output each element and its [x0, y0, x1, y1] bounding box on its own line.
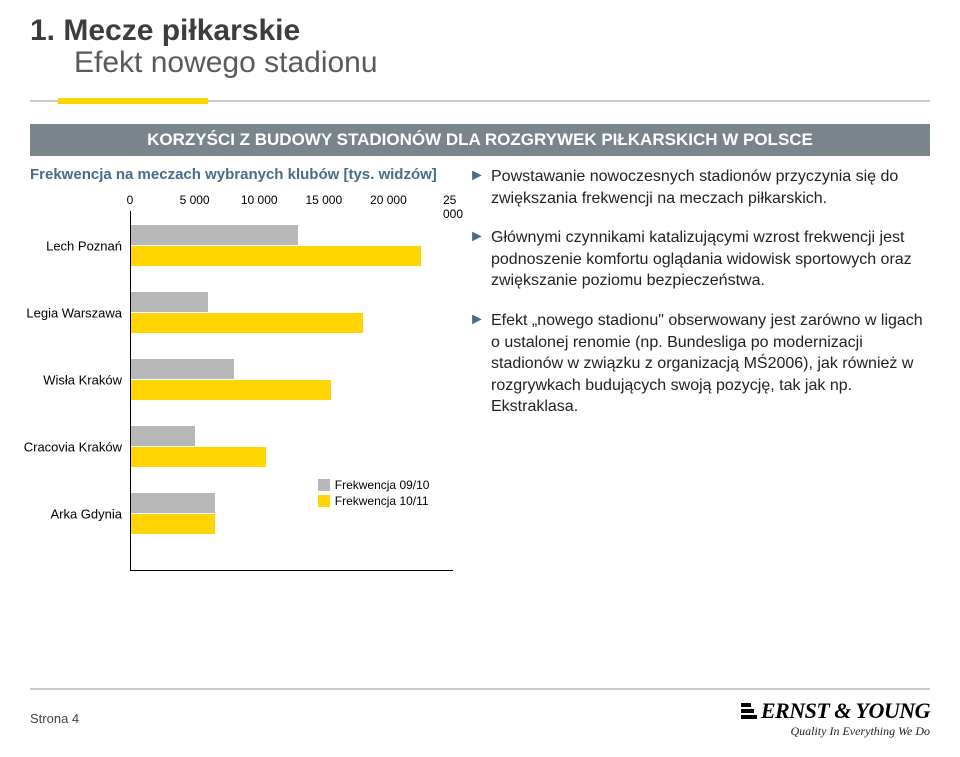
bar	[131, 426, 195, 446]
bullets-panel: ►Powstawanie nowoczesnych stadionów przy…	[453, 166, 930, 571]
brand-tagline: Quality In Everything We Do	[741, 724, 930, 739]
bar	[131, 493, 215, 513]
brand-block: ERNST & YOUNG Quality In Everything We D…	[741, 698, 930, 739]
bar	[131, 292, 208, 312]
legend-label: Frekwencja 10/11	[335, 494, 429, 508]
ey-logo: ERNST & YOUNG	[741, 698, 930, 724]
x-tick: 0	[127, 193, 134, 207]
category-label: Cracovia Kraków	[24, 439, 122, 454]
title-line2: Efekt nowego stadionu	[30, 46, 960, 80]
chart-legend: Frekwencja 09/10 Frekwencja 10/11	[318, 476, 430, 510]
header-rule	[0, 96, 960, 106]
legend-item: Frekwencja 09/10	[318, 478, 430, 492]
slide-header: 1. Mecze piłkarskie Efekt nowego stadion…	[0, 0, 960, 86]
chart-panel: Frekwencja na meczach wybranych klubów […	[30, 166, 453, 571]
bar-chart: Frekwencja 09/10 Frekwencja 10/11	[130, 211, 453, 571]
brand-name: ERNST & YOUNG	[761, 698, 930, 724]
x-tick: 20 000	[370, 193, 407, 207]
legend-swatch	[318, 495, 330, 507]
category-labels: Lech PoznańLegia WarszawaWisła KrakówCra…	[30, 211, 130, 571]
bar	[131, 246, 421, 266]
slide-footer: Strona 4 ERNST & YOUNG Quality In Everyt…	[0, 688, 960, 739]
bullet-text: Efekt „nowego stadionu" obserwowany jest…	[491, 310, 930, 418]
bullet-text: Głównymi czynnikami katalizującymi wzros…	[491, 227, 930, 292]
legend-item: Frekwencja 10/11	[318, 494, 430, 508]
category-label: Lech Poznań	[46, 238, 122, 253]
ey-bars-icon	[741, 702, 757, 720]
legend-swatch	[318, 479, 330, 491]
bullet-text: Powstawanie nowoczesnych stadionów przyc…	[491, 166, 930, 209]
x-tick: 5 000	[180, 193, 210, 207]
x-tick: 10 000	[241, 193, 278, 207]
bar	[131, 313, 363, 333]
bullet-marker-icon: ►	[469, 310, 491, 418]
bar	[131, 380, 331, 400]
bullet-marker-icon: ►	[469, 166, 491, 209]
bar	[131, 225, 298, 245]
title-line1: 1. Mecze piłkarskie	[30, 14, 960, 48]
accent-bar	[58, 98, 208, 104]
category-label: Legia Warszawa	[26, 305, 122, 320]
x-axis-ticks: 05 00010 00015 00020 00025 000	[130, 193, 453, 211]
bar	[131, 359, 234, 379]
bar	[131, 447, 266, 467]
page-number: Strona 4	[30, 711, 79, 726]
bullet-marker-icon: ►	[469, 227, 491, 292]
chart-title: Frekwencja na meczach wybranych klubów […	[30, 166, 453, 183]
category-label: Arka Gdynia	[50, 506, 122, 521]
bullet-item: ►Powstawanie nowoczesnych stadionów przy…	[469, 166, 930, 209]
bar	[131, 514, 215, 534]
legend-label: Frekwencja 09/10	[335, 478, 430, 492]
bullet-item: ►Głównymi czynnikami katalizującymi wzro…	[469, 227, 930, 292]
banner: KORZYŚCI Z BUDOWY STADIONÓW DLA ROZGRYWE…	[30, 124, 930, 156]
category-label: Wisła Kraków	[43, 372, 122, 387]
bullet-item: ►Efekt „nowego stadionu" obserwowany jes…	[469, 310, 930, 418]
x-tick: 15 000	[305, 193, 342, 207]
